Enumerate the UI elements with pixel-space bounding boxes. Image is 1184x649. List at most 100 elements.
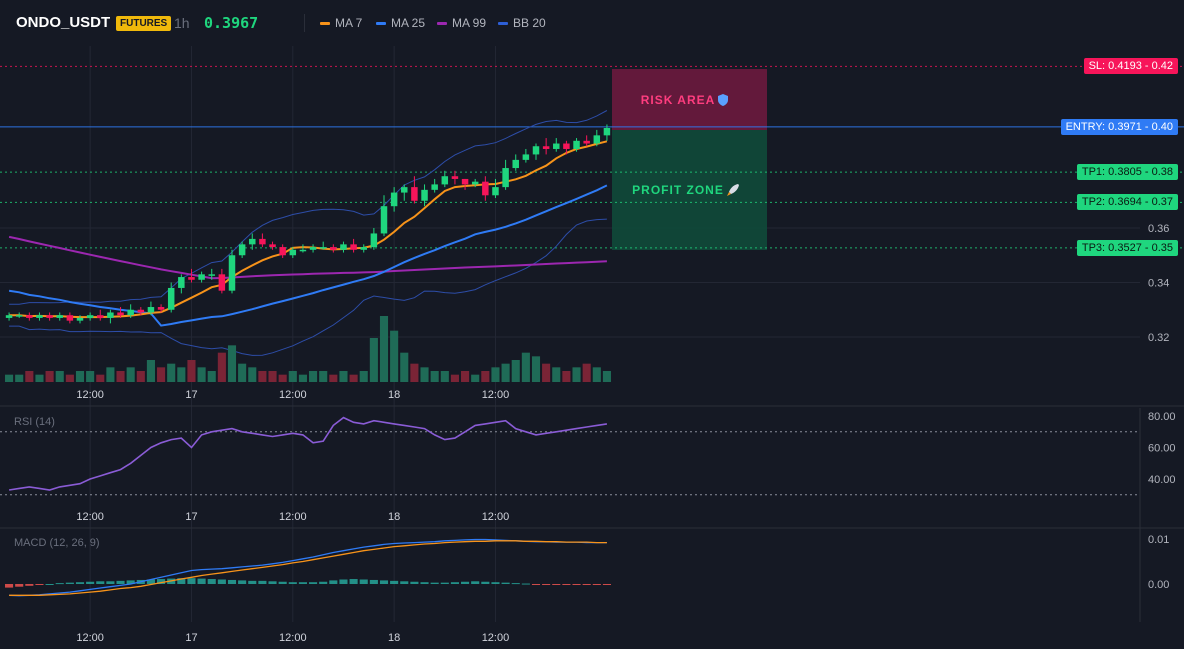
volume-bar: [369, 338, 378, 382]
bb20-swatch-icon: [498, 22, 508, 26]
volume-bar: [410, 363, 419, 382]
legend-ma7[interactable]: MA 7: [320, 16, 362, 30]
legend-ma99[interactable]: MA 99: [437, 16, 486, 30]
volume-bars: [5, 316, 611, 382]
price-axis-tick: 0.36: [1148, 223, 1169, 235]
legend-bb20-label: BB 20: [513, 16, 546, 30]
macd-hist-bar: [227, 579, 237, 584]
candle-body: [350, 244, 357, 250]
macd-hist-bar: [461, 581, 470, 584]
rsi-line: [8, 416, 608, 491]
macd-hist-bar: [349, 579, 358, 584]
volume-bar: [258, 371, 267, 382]
volume-bar: [278, 374, 287, 382]
volume-bar: [450, 374, 459, 382]
volume-bar: [542, 363, 551, 382]
time-axis-tick: 12:00: [482, 389, 510, 401]
candle-body: [299, 249, 307, 252]
legend-bb20[interactable]: BB 20: [498, 16, 546, 30]
macd-hist-bar: [369, 579, 378, 584]
volume-bar: [5, 374, 14, 382]
macd-hist-bar: [410, 581, 419, 584]
level-label-3[interactable]: TP2: 0.3694 - 0.37: [1076, 194, 1178, 211]
candle-body: [573, 140, 580, 149]
volume-bar: [521, 352, 530, 382]
level-label-2[interactable]: TP1: 0.3805 - 0.38: [1076, 164, 1178, 181]
chart-header: ONDO_USDT FUTURES 1h 0.3967 MA 7 MA 25 M…: [0, 0, 1184, 46]
candle-body: [127, 309, 134, 316]
volume-bar: [562, 371, 571, 382]
rsi-label: RSI (14): [14, 416, 55, 428]
level-axis-value: - 0.37: [1141, 196, 1173, 209]
volume-bar: [440, 371, 449, 382]
profit-zone: [612, 130, 767, 250]
macd-hist-bar: [55, 583, 64, 585]
price-axis-tick: 0.32: [1148, 332, 1169, 344]
volume-bar: [197, 367, 206, 382]
legend-ma7-label: MA 7: [335, 16, 363, 30]
candle-body: [340, 244, 347, 250]
volume-bar: [106, 367, 115, 382]
macd-hist-bar: [552, 584, 561, 585]
macd-hist-bar: [5, 584, 14, 588]
level-label-0[interactable]: SL: 0.4193 - 0.42: [1083, 58, 1178, 75]
candlesticks: [5, 124, 611, 324]
rsi-axis-tick: 60.00: [1148, 443, 1176, 455]
ma25-swatch-icon: [376, 22, 386, 26]
volume-bar: [268, 371, 277, 382]
candle-body: [451, 176, 459, 179]
ma99-line: [8, 235, 607, 280]
level-axis-value: - 0.35: [1141, 241, 1173, 254]
candle-body: [56, 315, 63, 318]
macd-hist-bar: [288, 582, 297, 584]
level-label-1[interactable]: ENTRY: 0.3971 - 0.40: [1060, 118, 1178, 135]
candle-body: [593, 135, 601, 144]
macd-hist-bar: [339, 579, 348, 584]
volume-bar: [116, 371, 125, 382]
time-axis-tick: 12:00: [279, 632, 307, 644]
candle-body: [26, 315, 33, 318]
rocket-icon: [727, 184, 739, 196]
ma25-line: [8, 184, 608, 327]
volume-bar: [248, 367, 257, 382]
candle-body: [147, 307, 155, 313]
time-axis-tick: 12:00: [76, 632, 104, 644]
volume-bar: [572, 367, 581, 382]
macd-hist-bar: [207, 579, 216, 584]
macd-hist-bar: [542, 584, 551, 585]
candle-body: [492, 187, 499, 196]
symbol-name[interactable]: ONDO_USDT: [16, 14, 111, 31]
candle-body: [512, 159, 519, 169]
macd-hist-bar: [359, 579, 368, 584]
volume-bar: [15, 374, 24, 382]
macd-hist-bar: [400, 581, 409, 584]
candle-body: [76, 317, 84, 321]
volume-bar: [75, 371, 85, 382]
candle-body: [15, 315, 23, 317]
volume-bar: [227, 345, 237, 382]
macd-hist-bar: [238, 580, 247, 584]
level-label-text: TP3: 0.3527: [1081, 241, 1142, 254]
time-axis-tick: 12:00: [279, 389, 307, 401]
candle-body: [97, 315, 104, 318]
candle-body: [360, 247, 367, 250]
level-axis-value: - 0.40: [1141, 120, 1173, 133]
candle-body: [5, 315, 13, 318]
macd-hist-bar: [562, 584, 571, 585]
candle-body: [188, 277, 195, 280]
price-axis-tick: 0.34: [1148, 278, 1169, 290]
volume-bar: [471, 374, 480, 382]
volume-bar: [461, 371, 470, 382]
volume-bar: [430, 371, 439, 382]
moving-averages: [8, 140, 608, 327]
candle-body: [553, 143, 560, 149]
level-label-text: TP1: 0.3805: [1081, 166, 1142, 179]
level-label-4[interactable]: TP3: 0.3527 - 0.35: [1076, 239, 1178, 256]
legend-ma25[interactable]: MA 25: [376, 16, 425, 30]
macd-hist-bar: [501, 582, 510, 584]
grid-lines: [0, 46, 1184, 622]
candle-body: [66, 315, 74, 321]
bb-upper-line: [9, 110, 608, 305]
timeframe-selector[interactable]: 1h: [174, 15, 190, 31]
